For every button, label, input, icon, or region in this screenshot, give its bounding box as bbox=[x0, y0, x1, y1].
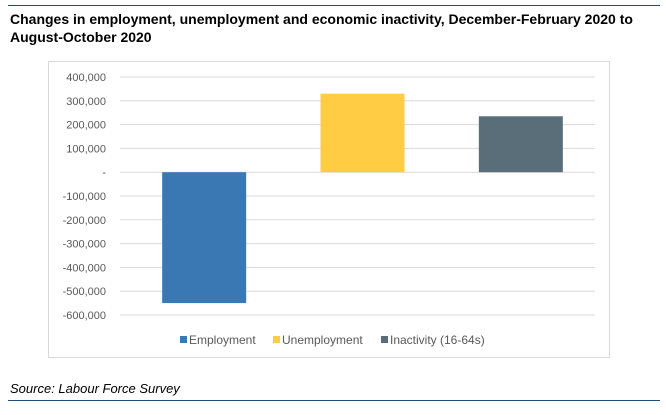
y-tick-label: 200,000 bbox=[66, 120, 106, 132]
top-rule bbox=[8, 5, 660, 6]
legend-label: Unemployment bbox=[282, 333, 363, 347]
y-tick-label: 100,000 bbox=[66, 143, 106, 155]
bar-inactivity-16-64s bbox=[478, 116, 563, 173]
bar-employment bbox=[162, 172, 247, 304]
y-tick-label: -100,000 bbox=[63, 191, 106, 203]
bar-unemployment bbox=[320, 93, 405, 173]
bars bbox=[162, 93, 563, 304]
legend-swatch bbox=[273, 336, 280, 343]
y-tick-label: 300,000 bbox=[66, 96, 106, 108]
y-tick-label: -600,000 bbox=[63, 310, 106, 322]
y-tick-label: -400,000 bbox=[63, 262, 106, 274]
legend-swatch bbox=[381, 336, 388, 343]
legend-label: Employment bbox=[189, 333, 256, 347]
legend-swatch bbox=[180, 336, 187, 343]
y-axis-ticks: 400,000 300,000 200,000 100,000 - -100,000 -20… bbox=[63, 72, 107, 322]
bottom-rule bbox=[8, 400, 660, 401]
y-tick-label: -200,000 bbox=[63, 215, 106, 227]
y-tick-label: -300,000 bbox=[63, 239, 106, 251]
y-tick-label: - bbox=[102, 167, 106, 179]
legend-label: Inactivity (16-64s) bbox=[390, 333, 485, 347]
y-tick-label: -500,000 bbox=[63, 286, 106, 298]
source-note: Source: Labour Force Survey bbox=[10, 381, 180, 396]
y-tick-label: 400,000 bbox=[66, 72, 106, 84]
chart-title: Changes in employment, unemployment and … bbox=[10, 11, 633, 45]
legend: Employment Unemployment Inactivity (16-64s… bbox=[180, 333, 485, 347]
